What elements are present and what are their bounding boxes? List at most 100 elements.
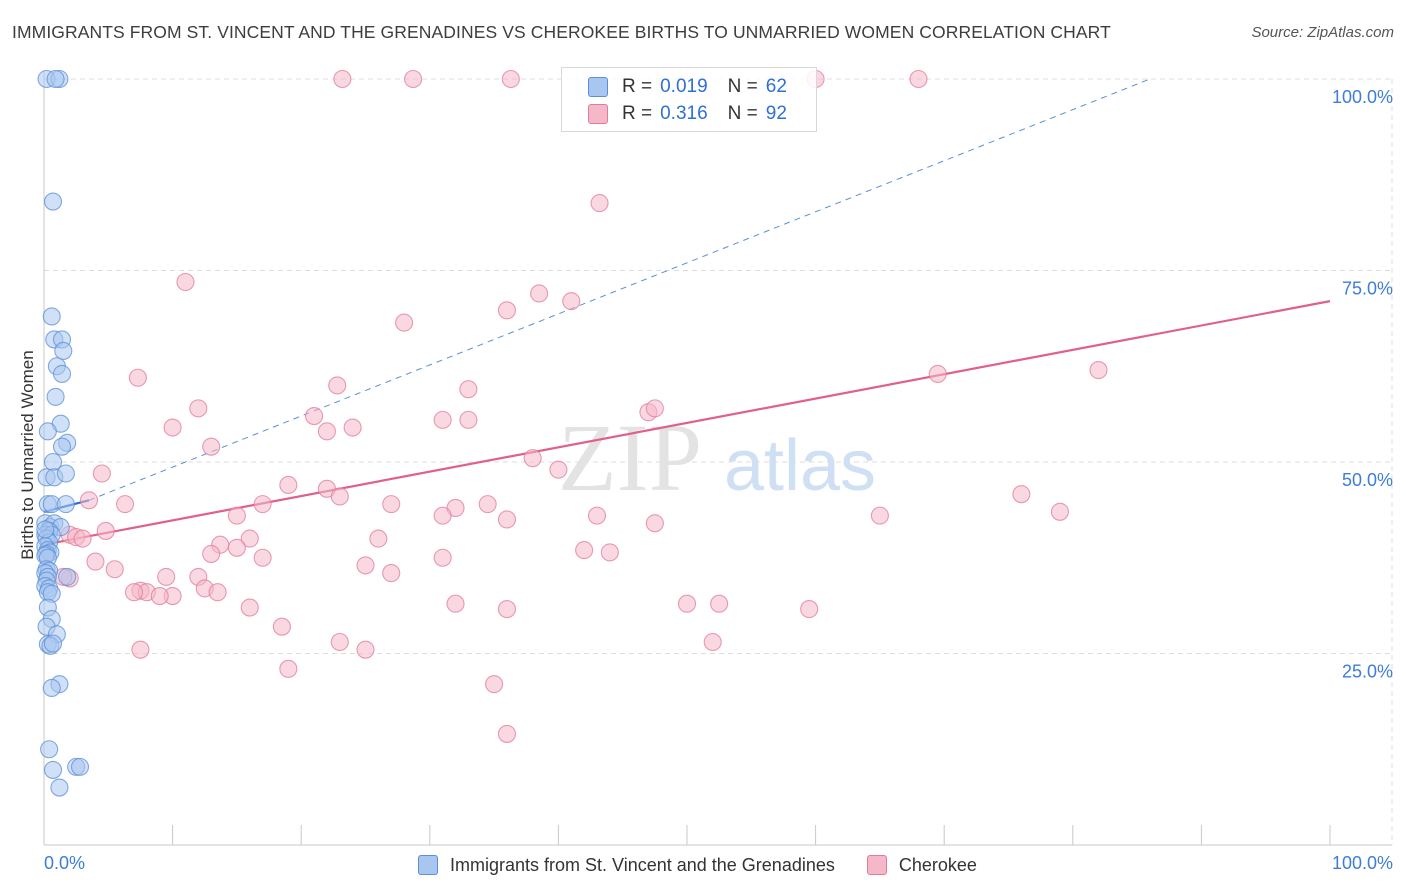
pink-point — [202, 437, 221, 456]
blue-point — [42, 678, 61, 698]
pink-point — [710, 594, 729, 613]
pink-point — [870, 506, 889, 525]
x-tick-label: 100.0% — [1332, 853, 1393, 873]
blue-point — [52, 364, 72, 383]
pink-point — [433, 548, 452, 567]
pink-point — [253, 548, 272, 567]
pink-point — [317, 422, 336, 441]
pink-point — [497, 301, 517, 320]
pink-point — [590, 194, 609, 213]
pink-point — [96, 521, 115, 540]
pink-point — [86, 552, 105, 571]
pink-point — [523, 449, 542, 468]
pink-point — [272, 617, 291, 636]
pink-point — [305, 406, 324, 426]
pink-point — [433, 506, 452, 525]
blue-point — [40, 740, 59, 759]
legend-n-value: 92 — [765, 103, 787, 124]
pink-point — [208, 583, 227, 602]
y-tick-label: 100.0% — [1332, 87, 1393, 107]
legend-swatch-blue — [588, 77, 608, 97]
chart-title: IMMIGRANTS FROM ST. VINCENT AND THE GREN… — [12, 22, 1111, 42]
pink-point — [369, 529, 388, 548]
source-label: Source: ZipAtlas.com — [1251, 24, 1394, 41]
blue-point — [56, 495, 75, 514]
y-tick-label: 50.0% — [1342, 470, 1393, 490]
legend-row-blue: R = 0.019 N = 62 — [588, 75, 787, 99]
blue-point — [43, 634, 63, 653]
legend-r-value: 0.019 — [660, 76, 708, 97]
pink-point — [530, 284, 549, 303]
pink-point — [115, 495, 135, 514]
series-legend-item-immigrants: Immigrants from St. Vincent and the Gren… — [418, 855, 835, 876]
blue-point — [50, 778, 69, 797]
pink-point — [501, 69, 520, 89]
blue-point — [36, 520, 55, 539]
pink-point — [333, 69, 352, 89]
blue-point — [58, 567, 77, 586]
pink-point — [157, 567, 176, 586]
y-tick-label: 25.0% — [1342, 662, 1393, 682]
pink-point — [124, 583, 144, 602]
series-legend: Immigrants from St. Vincent and the Gren… — [418, 852, 977, 878]
legend-r-value: 0.316 — [660, 103, 708, 124]
pink-point — [587, 506, 607, 525]
series-legend-item-cherokee: Cherokee — [866, 855, 977, 876]
pink-point — [79, 491, 99, 510]
blue-point — [43, 192, 63, 211]
pink-point — [128, 368, 147, 387]
pink-point — [240, 529, 259, 548]
legend-r-label: R = — [622, 76, 653, 97]
pink-point — [497, 724, 517, 743]
x-tick-label: 0.0% — [44, 853, 85, 873]
pink-point — [382, 495, 401, 514]
pink-point — [1050, 502, 1069, 521]
pink-point — [163, 418, 182, 437]
pink-point — [677, 594, 697, 613]
pink-point — [330, 487, 349, 506]
pink-point — [189, 399, 208, 418]
pink-point — [227, 538, 246, 557]
pink-point — [1012, 485, 1031, 504]
pink-point — [131, 640, 150, 659]
pink-point — [279, 475, 298, 495]
y-axis-label: Births to Unmarried Women — [18, 350, 37, 560]
pink-point — [227, 506, 246, 525]
pink-point — [105, 560, 124, 579]
pink-point — [279, 659, 298, 678]
pink-point — [645, 514, 664, 533]
pink-point — [433, 410, 452, 429]
series-swatch-blue — [418, 855, 438, 875]
pink-point — [562, 292, 581, 311]
pink-point — [1089, 361, 1108, 380]
pink-point — [73, 529, 92, 548]
series-legend-label: Immigrants from St. Vincent and the Gren… — [450, 854, 835, 875]
pink-point — [459, 380, 478, 399]
pink-point — [575, 541, 594, 560]
blue-trend-extension — [88, 78, 1151, 501]
pink-point — [240, 598, 259, 617]
pink-point — [404, 69, 423, 89]
blue-point — [70, 757, 90, 776]
blue-point — [46, 69, 65, 89]
pink-point — [459, 410, 478, 429]
pink-point — [202, 544, 221, 563]
pink-point — [485, 675, 504, 694]
pink-point — [395, 313, 414, 332]
legend-r-label: R = — [622, 103, 653, 124]
legend-row-pink: R = 0.316 N = 92 — [588, 102, 787, 126]
blue-point — [56, 464, 75, 483]
pink-point — [150, 586, 169, 606]
blue-point — [43, 760, 63, 779]
correlation-legend: R = 0.019 N = 62 R = 0.316 N = 92 — [561, 67, 817, 132]
pink-point — [92, 464, 111, 483]
watermark-zip: ZIP — [558, 404, 702, 511]
pink-point — [356, 640, 375, 659]
pink-point — [478, 495, 497, 514]
blue-point — [54, 341, 73, 360]
pink-point — [176, 272, 195, 292]
blue-point — [42, 307, 61, 326]
y-tick-label: 75.0% — [1342, 279, 1393, 299]
pink-point — [343, 418, 362, 437]
legend-n-value: 62 — [765, 76, 787, 97]
